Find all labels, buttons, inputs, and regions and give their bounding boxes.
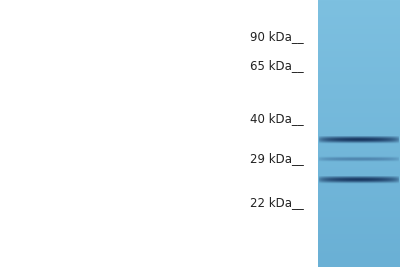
Text: 65 kDa__: 65 kDa__ bbox=[250, 59, 304, 72]
Text: 90 kDa__: 90 kDa__ bbox=[250, 30, 304, 42]
Text: 22 kDa__: 22 kDa__ bbox=[250, 197, 304, 209]
Text: 29 kDa__: 29 kDa__ bbox=[250, 152, 304, 165]
Text: 40 kDa__: 40 kDa__ bbox=[250, 112, 304, 125]
